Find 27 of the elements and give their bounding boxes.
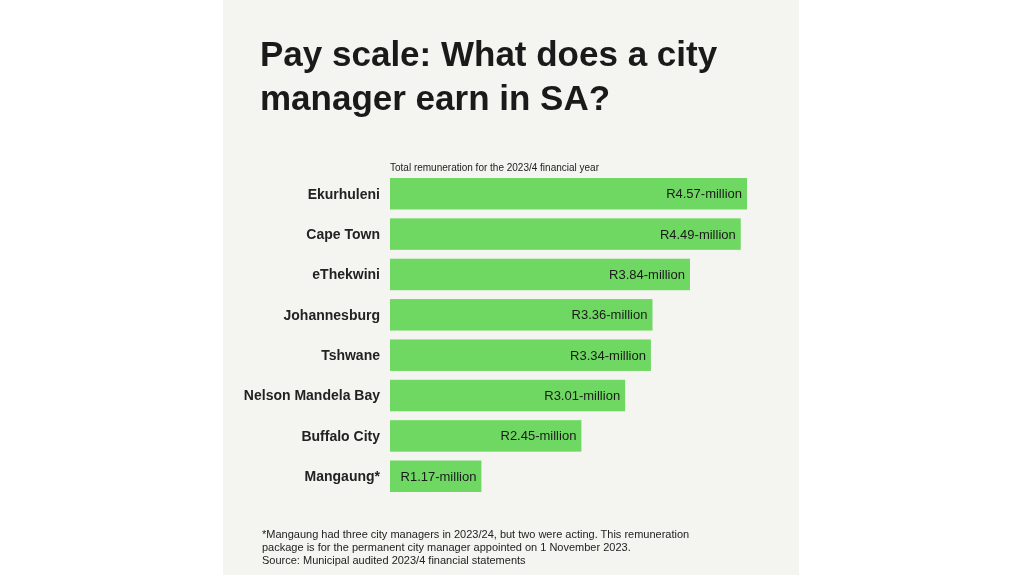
data-label: R4.57-million — [666, 186, 742, 202]
bar — [390, 420, 582, 452]
y-tick-label: Cape Town — [306, 226, 380, 242]
chart-subtitle: Total remuneration for the 2023/4 financial year — [390, 162, 600, 173]
data-label: R1.17-million — [400, 468, 477, 484]
y-tick-label: eThekwini — [312, 266, 380, 283]
y-tick-label: Mangaung* — [304, 468, 381, 485]
bar — [390, 299, 653, 331]
y-tick-label: Ekurhuleni — [307, 185, 380, 202]
source-note: Source: Municipal audited 2023/4 financial statements — [262, 554, 527, 566]
data-label: R2.45-million — [500, 428, 577, 444]
bar — [390, 339, 651, 371]
data-label: R3.01-million — [544, 388, 621, 404]
y-tick-label: Nelson Mandela Bay — [243, 387, 381, 404]
text: *Mangaung had three city managers in 2023/24, but two were acting. This remuneration package is for the permanent city manager appointed on 1 November 2023. — [262, 528, 690, 553]
data-label: R3.34-million — [570, 347, 646, 363]
y-tick-label: Johannesburg — [283, 306, 380, 323]
bar — [390, 379, 626, 412]
chart-title: Pay scale: What does a city manager earn in SA? — [260, 34, 718, 117]
bar — [390, 258, 690, 291]
bar — [390, 178, 747, 210]
y-tick-label: Buffalo City — [301, 427, 381, 444]
data-label: R3.84-million — [609, 267, 685, 283]
bar — [390, 218, 741, 250]
data-label: R3.36-million — [571, 307, 648, 323]
y-tick-label: Tshwane — [321, 347, 381, 364]
data-label: R4.49-million — [659, 226, 736, 242]
